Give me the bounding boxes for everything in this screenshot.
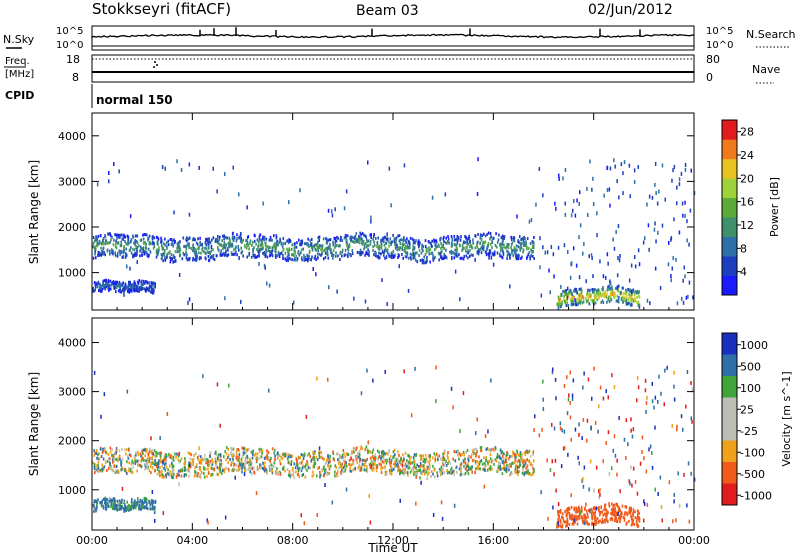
velocity-colorbar-tick: -100 [740,446,765,459]
power-colorbar-label: Power [dB] [768,177,781,237]
power-colorbar-tick: 16 [740,196,754,209]
power-colorbar-tick: 28 [740,126,754,139]
x-tick-label: 00:00 [76,534,108,547]
power-ylabel: Slant Range [km] [27,160,41,264]
velocity-colorbar-cell [722,397,737,420]
y-tick-label: 3000 [58,386,86,399]
sky-noise-trace [91,27,695,47]
power-colorbar-cell [722,217,737,237]
sky-right-tick-bottom: 10^0 [706,40,733,51]
x-axis-label: Time UT [367,541,418,554]
velocity-colorbar-cell [722,354,737,377]
power-colorbar-tick: 20 [740,172,754,185]
power-colorbar-tick: 8 [740,242,747,255]
velocity-axes: 1000 2000 3000 4000 00:00 04:00 08:00 12:00 16:0… [58,318,710,547]
freq-right-tick-top: 80 [706,53,720,66]
freq-label-2: [MHz] [5,69,34,80]
power-colorbar-tick: 4 [740,266,747,279]
velocity-colorbar-cell [722,376,737,398]
x-tick-label: 00:00 [678,534,710,547]
velocity-colorbar-cell [722,419,737,441]
x-tick-label: 20:00 [578,534,610,547]
freq-panel: Freq. [MHz] 18 8 80 0 Nave [4,53,780,84]
velocity-scatter [92,365,696,529]
velocity-colorbar-cell [722,440,737,463]
velocity-colorbar-cell [722,333,737,355]
velocity-colorbar-tick: 500 [740,360,761,373]
cpid-label: CPID [5,89,34,102]
power-colorbar-cell [722,120,737,140]
x-tick-label: 04:00 [176,534,208,547]
nave-label: Nave [752,63,780,76]
velocity-ylabel: Slant Range [km] [27,372,41,476]
velocity-colorbar-tick: 100 [740,382,761,395]
sky-right-label: N.Search [746,28,796,41]
y-tick-label: 4000 [58,337,86,350]
sky-right-tick-top: 10^5 [706,26,733,37]
date-title: 02/Jun/2012 [588,2,673,18]
freq-label-1: Freq. [5,56,30,67]
velocity-colorbar-cell [722,483,737,506]
power-colorbar-tick: 12 [740,219,754,232]
power-colorbar-cell [722,275,737,296]
station-title: Stokkseyri (fitACF) [92,0,231,18]
velocity-colorbar-tick: 1000 [740,339,768,352]
velocity-colorbar-tick: -500 [740,468,765,481]
freq-right-tick-bottom: 0 [706,71,713,84]
sky-left-tick-top: 10^5 [56,26,83,37]
y-tick-label: 2000 [58,435,86,448]
power-colorbar-tick: 24 [740,149,754,162]
sky-left-tick-bottom: 10^0 [56,40,83,51]
sky-panel: N.Sky 10^5 10^0 10^5 10^0 N.Search [3,25,796,51]
power-colorbar-cell [722,139,737,160]
velocity-panel-frame [91,317,695,531]
x-tick-label: 12:00 [377,534,409,547]
cpid-value: normal 150 [96,93,173,107]
power-colorbar-cell [722,256,737,276]
y-tick-label: 1000 [58,267,86,280]
velocity-colorbar-tick: -25 [740,425,758,438]
freq-left-tick-top: 18 [66,53,80,66]
sky-left-label: N.Sky [3,33,35,46]
freq-left-tick-bottom: 8 [72,71,79,84]
power-colorbar-cell [722,197,737,218]
velocity-colorbar-cell [722,462,737,484]
velocity-colorbar-tick: 25 [740,403,754,416]
power-axes: 1000 2000 3000 4000 [58,113,695,310]
y-tick-label: 4000 [58,130,86,143]
power-colorbar: 4 8 12 16 20 24 28 Power [dB] [721,119,781,296]
y-tick-label: 3000 [58,175,86,188]
power-scatter [92,157,696,310]
power-panel-frame [91,112,695,311]
power-colorbar-cell [722,236,737,257]
x-tick-label: 08:00 [277,534,309,547]
freq-panel-frame [91,54,695,83]
y-tick-label: 2000 [58,221,86,234]
beam-title: Beam 03 [356,3,419,19]
y-tick-label: 1000 [58,484,86,497]
power-colorbar-cell [722,158,737,179]
velocity-panel: 1000 2000 3000 4000 00:00 04:00 08:00 12:00 16:0… [27,317,710,554]
power-colorbar-cell [722,178,737,199]
velocity-colorbar: 1000 500 100 25 -25 -100 -500 -1000 Velocity [m… [721,332,793,506]
x-tick-label: 16:00 [477,534,509,547]
velocity-colorbar-label: Velocity [m s^-1] [780,371,793,466]
velocity-colorbar-tick: -1000 [740,489,772,502]
power-panel: 1000 2000 3000 4000 Slant Range [km] [27,112,696,311]
